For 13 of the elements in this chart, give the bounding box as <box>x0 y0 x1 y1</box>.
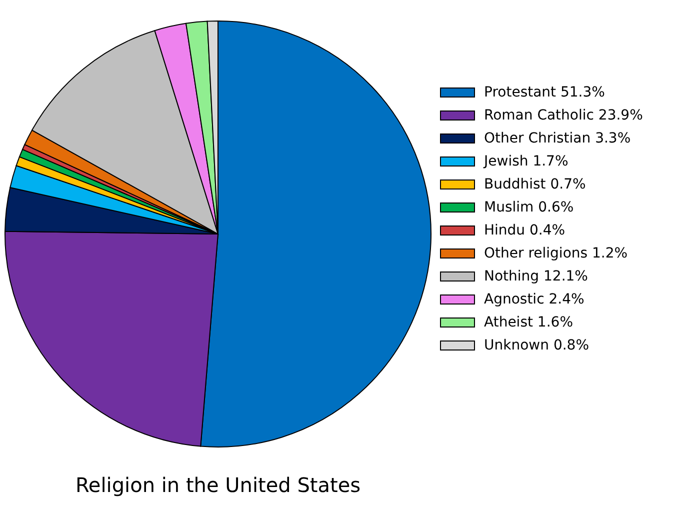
legend-label: Nothing 12.1% <box>484 268 588 284</box>
legend-label: Other religions 1.2% <box>484 246 628 262</box>
legend-label: Protestant 51.3% <box>484 84 605 100</box>
legend-label: Jewish 1.7% <box>483 154 568 170</box>
legend-label: Atheist 1.6% <box>484 314 573 330</box>
legend-label: Unknown 0.8% <box>484 338 590 354</box>
legend-label: Buddhist 0.7% <box>484 176 586 192</box>
legend-label: Hindu 0.4% <box>484 222 566 238</box>
legend-label: Muslim 0.6% <box>484 200 574 216</box>
text: Religion in the United States <box>75 473 361 497</box>
legend-label: Agnostic 2.4% <box>484 292 584 308</box>
legend-label: Other Christian 3.3% <box>484 130 631 146</box>
legend-label: Roman Catholic 23.9% <box>484 108 643 124</box>
